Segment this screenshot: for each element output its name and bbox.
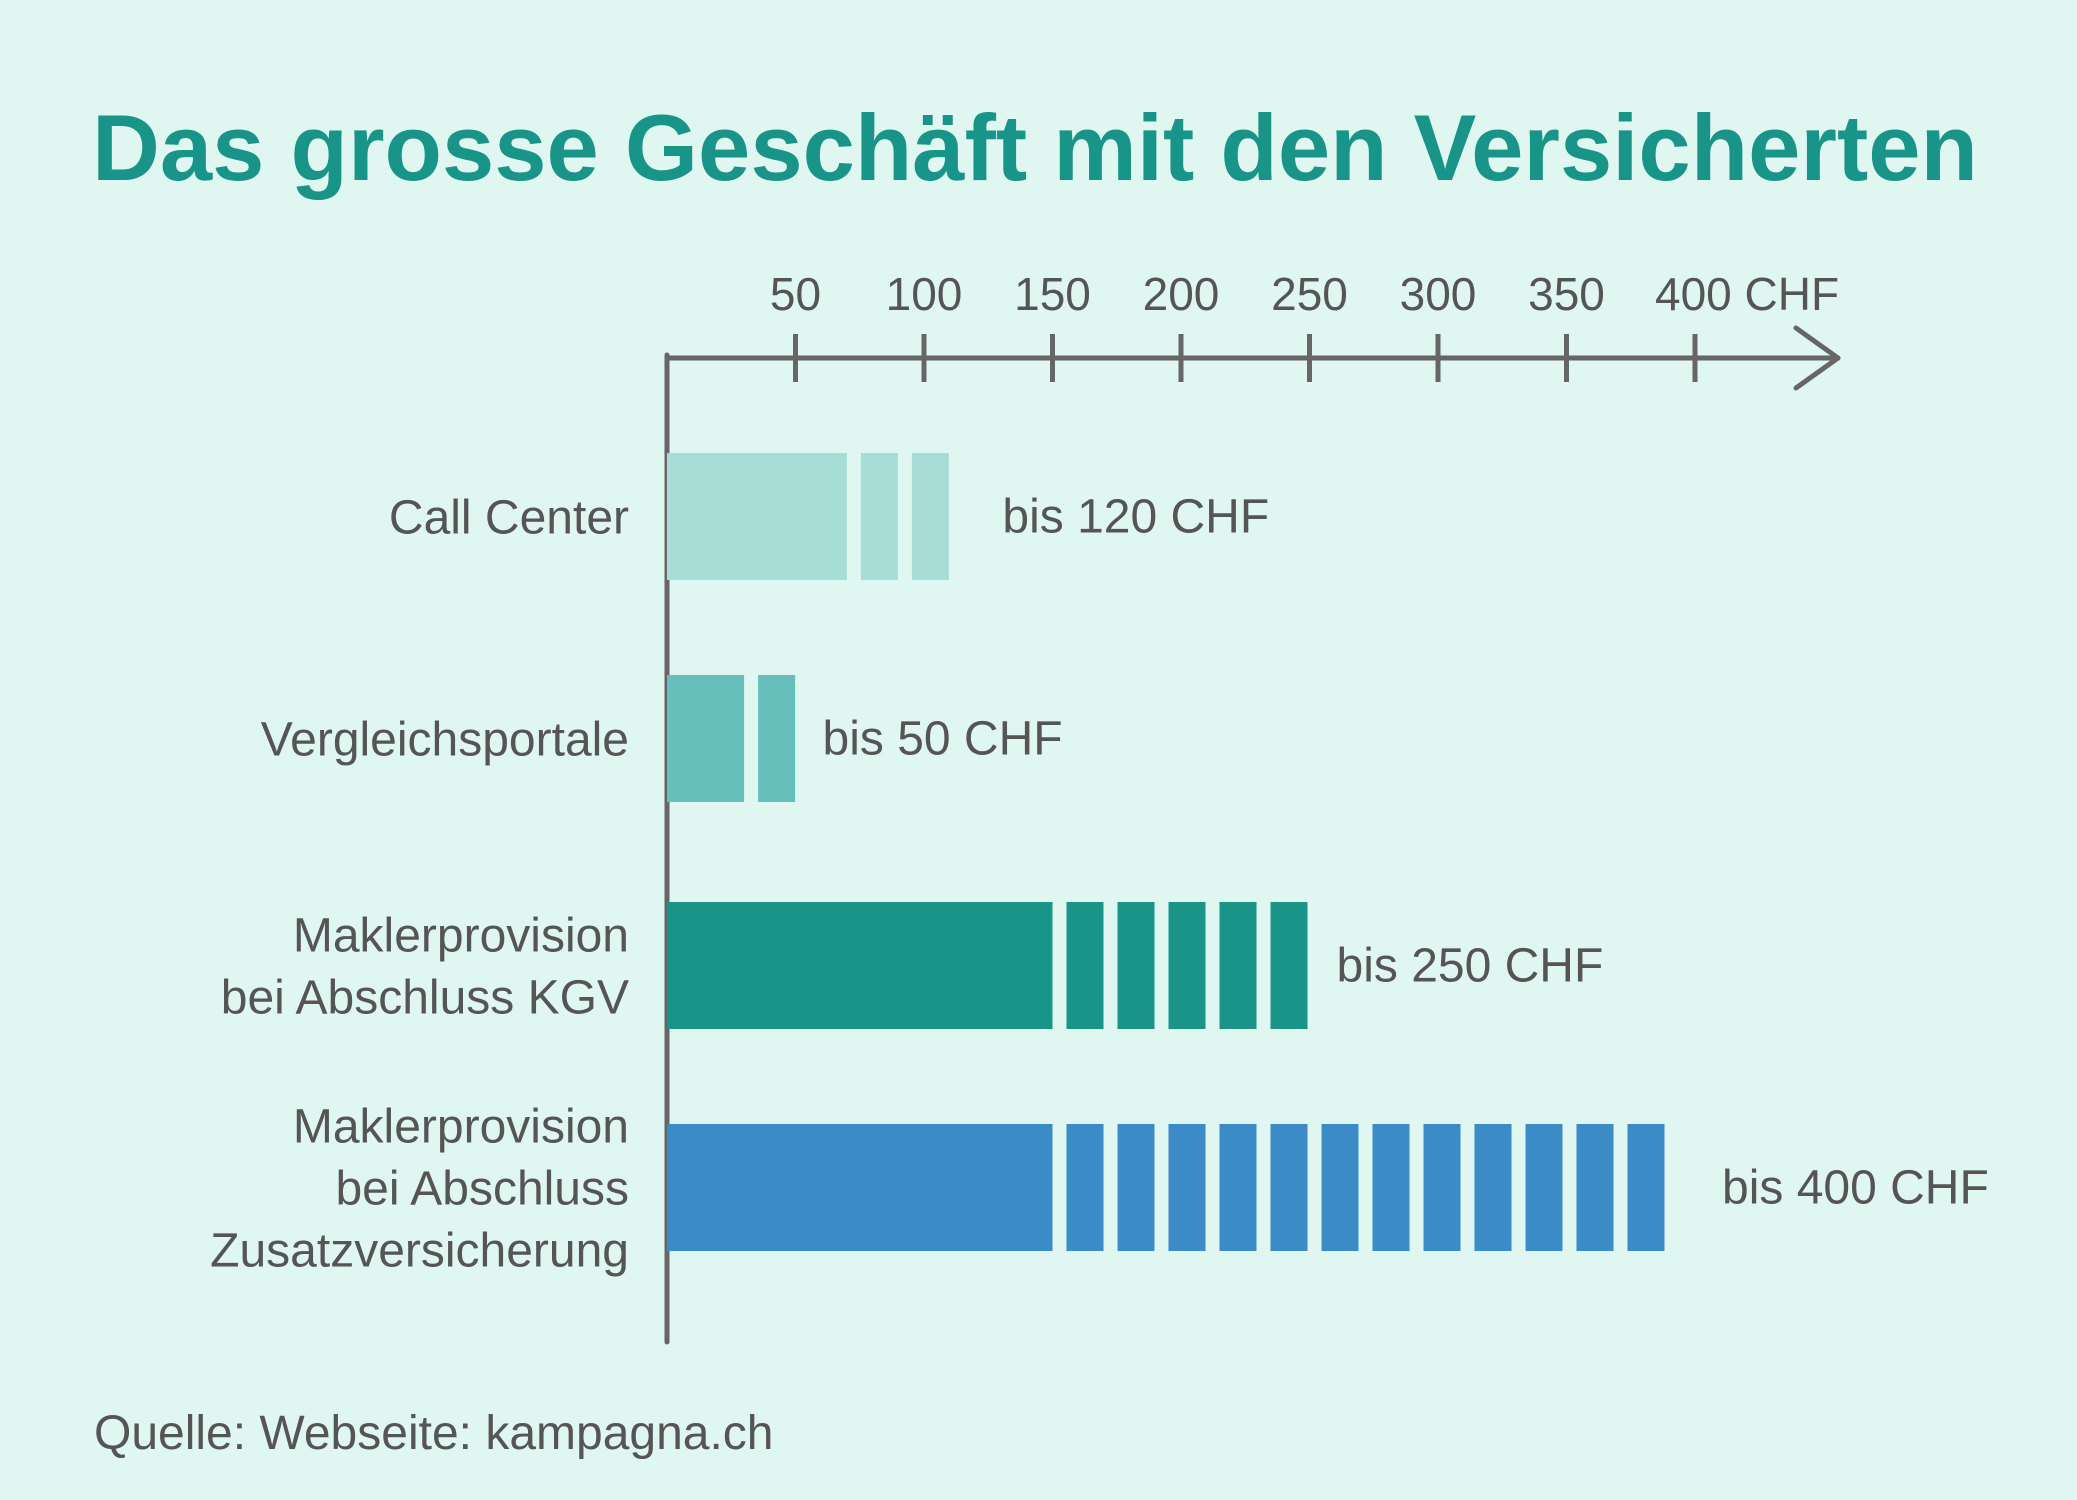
category-label: Maklerprovision	[293, 910, 629, 963]
category-label: Maklerprovision	[293, 1101, 629, 1154]
bar-solid	[667, 675, 745, 802]
x-tick-label: 200	[1143, 268, 1220, 320]
bar-value-label: bis 50 CHF	[823, 713, 1063, 766]
x-tick-label: 100	[886, 268, 963, 320]
x-tick-label: 400 CHF	[1655, 268, 1839, 320]
bar-segment	[1627, 1124, 1665, 1251]
bar-segment	[1219, 902, 1257, 1029]
bar-segment	[1117, 1124, 1155, 1251]
bar-segment	[758, 675, 796, 802]
chart-title: Das grosse Geschäft mit den Versicherten	[92, 95, 1978, 200]
x-tick-label: 150	[1014, 268, 1091, 320]
bar-segment	[1576, 1124, 1614, 1251]
bar-value-label: bis 120 CHF	[1002, 491, 1269, 544]
bar-segment	[1066, 1124, 1104, 1251]
x-tick-label: 250	[1271, 268, 1348, 320]
bar-solid	[667, 1124, 1053, 1251]
category-label: Vergleichsportale	[261, 714, 629, 767]
category-label: Zusatzversicherung	[210, 1225, 629, 1278]
bar-solid	[667, 453, 847, 580]
category-label: bei Abschluss KGV	[221, 972, 629, 1025]
bar-segment	[1270, 1124, 1308, 1251]
bar-segment	[1168, 1124, 1206, 1251]
category-label: bei Abschluss	[335, 1163, 629, 1216]
bar-segment	[1270, 902, 1308, 1029]
bar-segment	[1168, 902, 1206, 1029]
bar-segment	[860, 453, 898, 580]
bar-segment	[1219, 1124, 1257, 1251]
bar-value-label: bis 400 CHF	[1722, 1162, 1989, 1215]
bar-segment	[1372, 1124, 1410, 1251]
x-tick-label: 300	[1400, 268, 1477, 320]
bar-segment	[1474, 1124, 1512, 1251]
source-note: Quelle: Webseite: kampagna.ch	[94, 1407, 774, 1460]
bar-segment	[1525, 1124, 1563, 1251]
bar-segment	[1321, 1124, 1359, 1251]
bar-value-label: bis 250 CHF	[1337, 940, 1604, 993]
bar-segment	[1117, 902, 1155, 1029]
category-label: Call Center	[389, 492, 629, 545]
bar-segment	[1066, 902, 1104, 1029]
x-tick-label: 50	[770, 268, 821, 320]
bar-segment	[1423, 1124, 1461, 1251]
bar-solid	[667, 902, 1053, 1029]
bar-segment	[911, 453, 949, 580]
x-tick-label: 350	[1528, 268, 1605, 320]
x-axis-arrow-icon	[1793, 325, 1841, 391]
